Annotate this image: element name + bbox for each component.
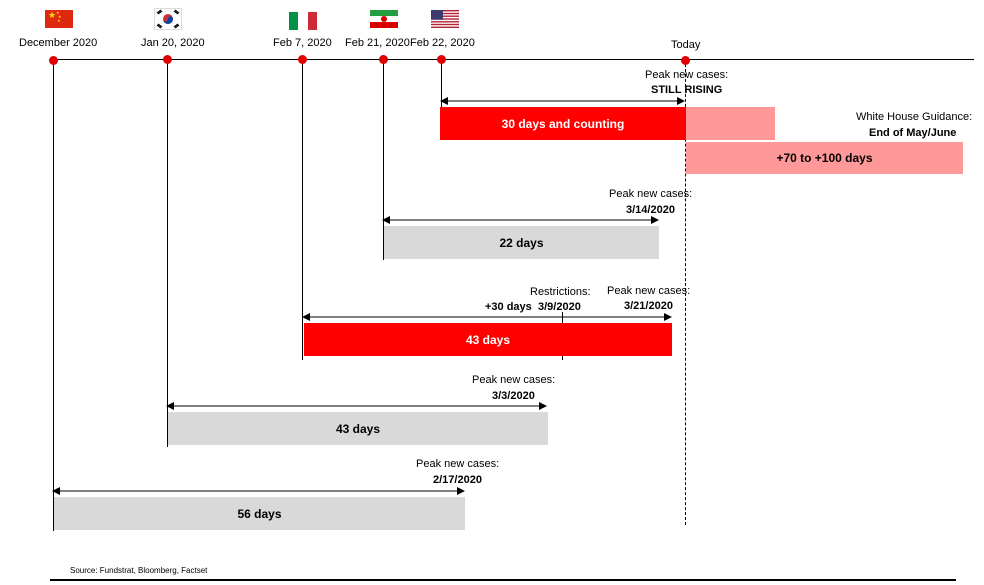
usa-flag-icon	[431, 10, 459, 28]
date-label-south-korea: Jan 20, 2020	[141, 37, 205, 49]
italy-peak-value: 3/21/2020	[624, 300, 673, 312]
usa-peak-value: STILL RISING	[651, 84, 723, 96]
italy-restrictions-offset: +30 days	[485, 301, 532, 313]
usa-duration-bar: 30 days and counting	[440, 107, 686, 140]
date-label-italy: Feb 7, 2020	[273, 37, 332, 49]
italy-restrictions-label: Restrictions:	[530, 286, 591, 298]
south-korea-peak-value: 3/3/2020	[492, 390, 535, 402]
china-duration-bar: 56 days	[54, 497, 465, 530]
today-dashed-line	[685, 64, 686, 525]
china-marker-dot	[49, 56, 58, 65]
iran-peak-value: 3/14/2020	[626, 204, 675, 216]
date-label-china: December 2020	[19, 37, 98, 49]
italy-flag-icon	[289, 12, 317, 30]
china-peak-value: 2/17/2020	[433, 474, 482, 486]
iran-flag-icon	[370, 10, 398, 28]
iran-peak-label: Peak new cases:	[609, 188, 693, 200]
iran-vertical-line	[383, 60, 384, 260]
south-korea-duration-bar: 43 days	[168, 412, 548, 445]
italy-restrictions-date: 3/9/2020	[538, 301, 581, 313]
south-korea-flag-icon	[154, 8, 182, 30]
source-note: Source: Fundstrat, Bloomberg, Factset	[70, 566, 208, 575]
italy-marker-dot	[298, 55, 307, 64]
italy-duration-bar: 43 days	[304, 323, 672, 356]
timeline-axis	[50, 59, 974, 60]
white-house-guidance-value: End of May/June	[869, 127, 957, 139]
today-marker-dot	[681, 56, 690, 65]
iran-marker-dot	[379, 55, 388, 64]
white-house-guidance-label: White House Guidance:	[856, 111, 973, 123]
south-korea-vertical-line	[167, 60, 168, 447]
china-vertical-line	[53, 60, 54, 531]
italy-peak-label: Peak new cases:	[607, 285, 691, 297]
iran-duration-bar: 22 days	[384, 226, 659, 259]
usa-guidance-extension-bar	[686, 107, 775, 140]
italy-vertical-line	[302, 60, 303, 360]
usa-marker-dot	[437, 55, 446, 64]
china-flag-icon: ★ ★ ★ ★	[45, 10, 73, 28]
usa-peak-label: Peak new cases:	[645, 69, 729, 81]
today-label: Today	[671, 39, 701, 51]
usa-projection-bar: +70 to +100 days	[686, 142, 963, 174]
china-peak-label: Peak new cases:	[416, 458, 500, 470]
date-label-usa: Feb 22, 2020	[410, 37, 475, 49]
south-korea-peak-label: Peak new cases:	[472, 374, 556, 386]
south-korea-marker-dot	[163, 55, 172, 64]
date-label-iran: Feb 21, 2020	[345, 37, 410, 49]
footer-rule	[50, 579, 956, 581]
